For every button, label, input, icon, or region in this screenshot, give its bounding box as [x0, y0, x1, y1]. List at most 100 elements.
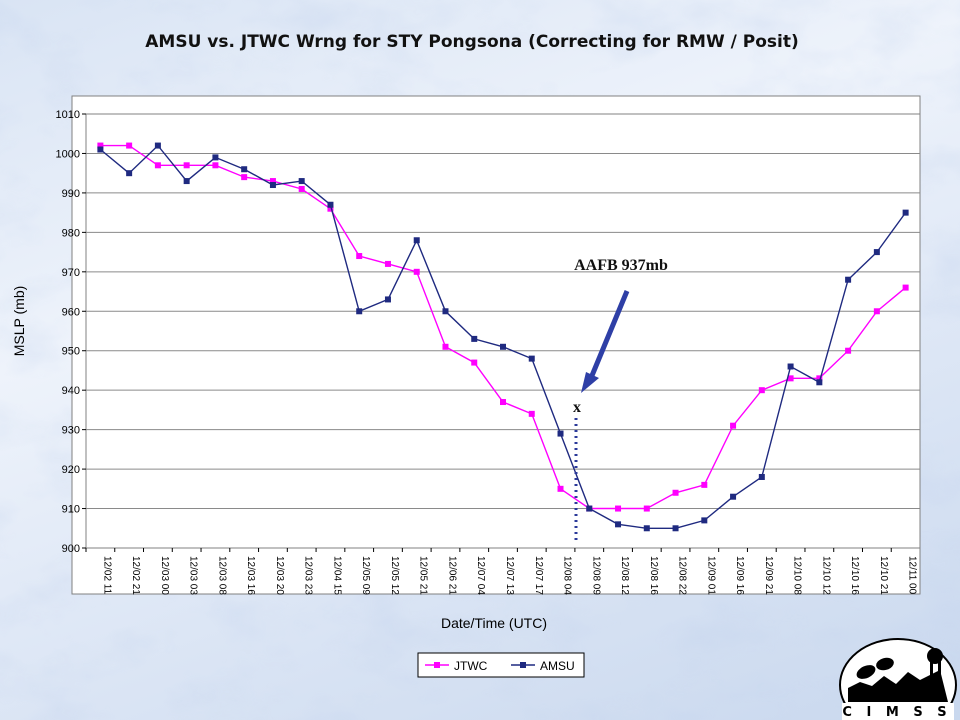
- data-point-jtwc: [126, 142, 133, 149]
- y-tick-label: 980: [62, 227, 80, 239]
- x-tick-label: 12/10 21: [878, 556, 889, 595]
- x-tick-label: 12/02 11: [101, 556, 112, 595]
- data-point-amsu: [586, 505, 593, 512]
- logo-silhouette: [848, 670, 948, 702]
- y-tick-label: 910: [62, 504, 80, 516]
- x-tick-label: 12/07 04: [475, 556, 486, 595]
- data-point-jtwc: [643, 505, 650, 512]
- x-tick-label: 12/07 13: [504, 556, 515, 595]
- data-point-amsu: [643, 525, 650, 532]
- x-tick-label: 12/07 17: [533, 556, 544, 595]
- legend-amsu-label: AMSU: [540, 659, 575, 673]
- data-point-jtwc: [442, 343, 449, 350]
- data-point-jtwc: [787, 375, 794, 382]
- x-tick-label: 12/05 12: [389, 556, 400, 595]
- data-point-jtwc: [269, 178, 276, 185]
- data-point-jtwc: [298, 185, 305, 192]
- data-point-jtwc: [672, 489, 679, 496]
- x-tick-label: 12/03 03: [188, 556, 199, 595]
- x-tick-label: 12/10 16: [849, 556, 860, 595]
- y-axis-title: MSLP (mb): [11, 286, 27, 357]
- legend: JTWC AMSU: [417, 652, 585, 678]
- y-tick-label: 930: [62, 425, 80, 437]
- data-point-amsu: [730, 493, 737, 500]
- x-tick-label: 12/09 21: [763, 556, 774, 595]
- x-tick-label: 12/10 08: [792, 556, 803, 595]
- data-point-amsu: [327, 201, 334, 208]
- data-point-amsu: [758, 473, 765, 480]
- y-tick-label: 950: [62, 346, 80, 358]
- chart-title: AMSU vs. JTWC Wrng for STY Pongsona (Cor…: [145, 32, 798, 52]
- x-tick-label: 12/08 12: [619, 556, 630, 595]
- x-tick-label: 12/03 00: [159, 556, 170, 595]
- data-point-amsu: [787, 363, 794, 370]
- data-point-jtwc: [730, 422, 737, 429]
- x-axis-title: Date/Time (UTC): [441, 615, 547, 631]
- y-tick-label: 990: [62, 188, 80, 200]
- data-point-amsu: [183, 178, 190, 185]
- data-point-amsu: [701, 517, 708, 524]
- x-tick-label: 12/03 23: [303, 556, 314, 595]
- data-point-amsu: [269, 182, 276, 189]
- logo-tower-right: [938, 660, 941, 682]
- annotation-arrow-shaft: [588, 290, 630, 379]
- data-point-jtwc: [758, 387, 765, 394]
- data-point-jtwc: [384, 260, 391, 267]
- y-tick-label: 1010: [56, 109, 80, 121]
- logo-dish-left: [856, 665, 876, 679]
- cimss-logo: C I M S S: [839, 638, 957, 720]
- data-point-jtwc: [557, 485, 564, 492]
- x-tick-label: 12/08 16: [648, 556, 659, 595]
- data-point-jtwc: [154, 162, 161, 169]
- x-tick-label: 12/08 04: [562, 556, 573, 595]
- x-tick-label: 12/08 09: [590, 556, 601, 595]
- data-point-amsu: [298, 178, 305, 185]
- logo-text-band: [842, 703, 954, 720]
- y-tick-label: 900: [62, 543, 80, 555]
- data-point-jtwc: [471, 359, 478, 366]
- x-tick-label: 12/03 08: [216, 556, 227, 595]
- data-point-jtwc: [816, 375, 823, 382]
- data-point-amsu: [672, 525, 679, 532]
- data-point-jtwc: [500, 399, 506, 406]
- data-point-amsu: [442, 308, 449, 315]
- data-point-amsu: [557, 430, 564, 437]
- data-point-amsu: [356, 308, 363, 315]
- data-point-amsu: [413, 237, 420, 244]
- x-tick-label: 12/04 15: [331, 556, 342, 595]
- data-point-amsu: [816, 379, 823, 386]
- annotation-x-marker: x: [573, 399, 581, 416]
- data-point-jtwc: [356, 253, 363, 260]
- y-tick-label: 940: [62, 385, 80, 397]
- data-point-jtwc: [873, 308, 880, 315]
- x-tick-label: 12/06 21: [446, 556, 457, 595]
- x-tick-label: 12/03 16: [245, 556, 256, 595]
- data-point-jtwc: [701, 481, 708, 488]
- legend-jtwc-label: JTWC: [454, 659, 488, 673]
- data-point-jtwc: [413, 268, 420, 275]
- logo-dish-right: [876, 657, 894, 671]
- data-point-amsu: [212, 154, 219, 161]
- data-point-jtwc: [97, 142, 104, 149]
- data-point-amsu: [384, 296, 391, 303]
- data-point-amsu: [902, 209, 909, 216]
- x-tick-label: 12/05 09: [360, 556, 371, 595]
- data-point-jtwc: [212, 162, 219, 169]
- logo-tower-tank: [927, 648, 943, 664]
- y-tick-label: 920: [62, 464, 80, 476]
- data-point-amsu: [154, 142, 161, 149]
- x-tick-label: 12/02 21: [130, 556, 141, 595]
- data-point-jtwc: [902, 284, 909, 291]
- plot-frame: [85, 113, 921, 549]
- data-point-amsu: [126, 170, 133, 177]
- y-axis-ticks: 900 910 920 930 940 950 960 970 980 990 1000 1010: [56, 109, 86, 555]
- data-point-amsu: [615, 521, 622, 528]
- data-point-jtwc: [528, 410, 535, 417]
- data-point-amsu: [500, 343, 506, 350]
- x-tick-label: 12/05 21: [418, 556, 429, 595]
- series-amsu: [97, 142, 909, 532]
- logo-tower: [930, 660, 933, 682]
- y-tick-label: 960: [62, 306, 80, 318]
- data-point-jtwc: [615, 505, 622, 512]
